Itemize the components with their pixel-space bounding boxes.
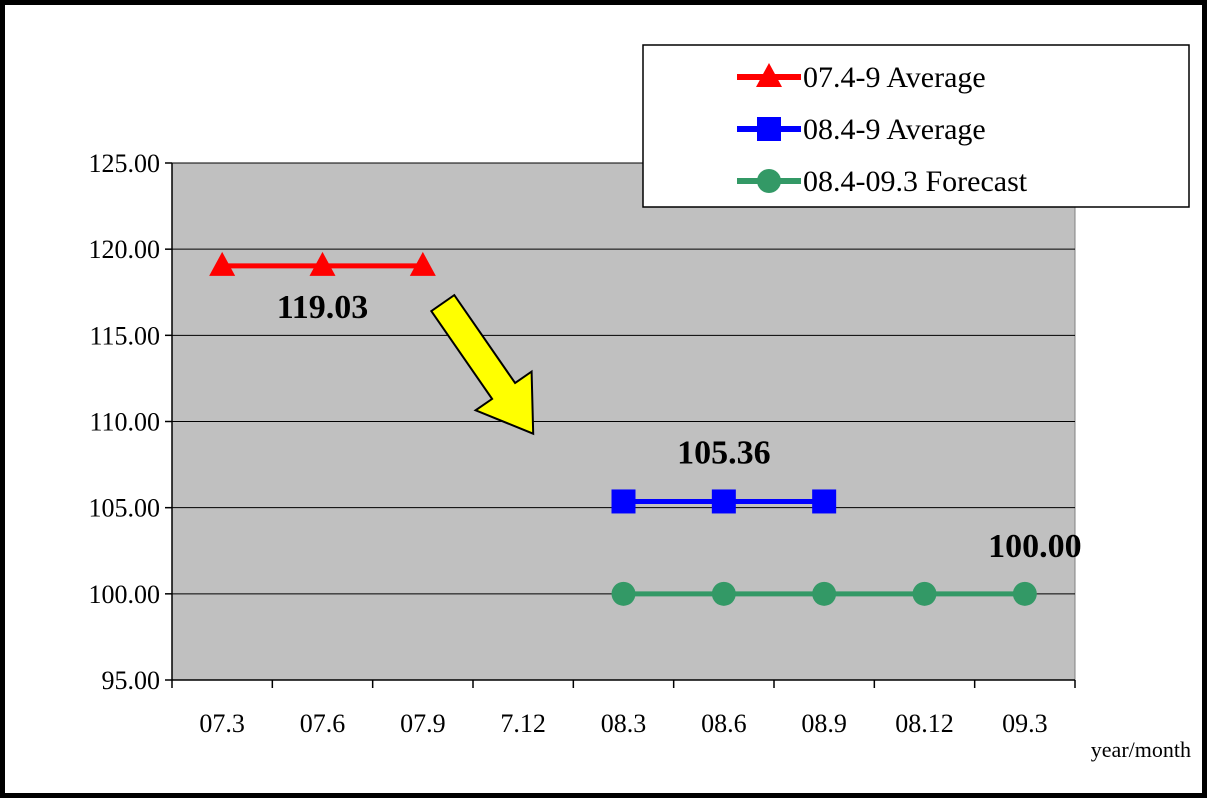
y-tick-label: 120.00 [89,235,161,264]
circle-marker [711,581,736,606]
legend: 07.4-9 Average 08.4-9 Average 08.4-09.3 Fo… [642,44,1190,208]
triangle-marker [209,251,236,276]
x-tick-label: 08.3 [601,709,647,738]
triangle-marker [756,63,782,87]
legend-item: 07.4-9 Average [737,61,986,94]
y-tick-label: 100.00 [89,580,161,609]
legend-item: 08.4-9 Average [737,113,986,146]
x-tick-label: 08.9 [801,709,847,738]
legend-box [642,44,1190,208]
y-tick-label: 110.00 [89,408,160,437]
x-axis-label: year/month [1091,737,1191,762]
series-1 [209,251,436,276]
data-label: 105.36 [677,434,771,471]
circle-marker [812,581,837,606]
legend-label: 08.4-9 Average [803,113,986,146]
series-2 [611,489,837,514]
x-tick-label: 08.12 [895,709,954,738]
legend-label: 08.4-09.3 Forecast [803,165,1028,198]
circle-marker [757,169,781,193]
circle-marker [611,581,636,606]
line-chart: 95.00 100.00 105.00 110.00 115.00 120.00 125.0… [89,44,1191,762]
x-tick-label: 09.3 [1002,709,1048,738]
x-tick-label: 07.9 [400,709,446,738]
x-tick-label: 07.6 [300,709,346,738]
series-3 [611,581,1037,606]
x-tick-label: 08.6 [701,709,747,738]
y-tick-label: 95.00 [102,666,161,695]
circle-marker [912,581,937,606]
y-tick-label: 125.00 [89,149,161,178]
y-tick-label: 105.00 [89,494,161,523]
legend-label: 07.4-9 Average [803,61,986,94]
square-marker [711,489,736,514]
triangle-marker [309,251,336,276]
x-tick-label: 07.3 [199,709,245,738]
data-label: 100.00 [988,528,1082,565]
square-marker [812,489,837,514]
square-marker [757,117,781,141]
annotation-arrow [429,293,535,436]
data-label: 119.03 [277,289,369,326]
triangle-marker [409,251,436,276]
circle-marker [1012,581,1037,606]
y-tick-label: 115.00 [89,321,160,350]
legend-item: 08.4-09.3 Forecast [737,165,1028,198]
x-tick-label: 7.12 [500,709,546,738]
square-marker [611,489,636,514]
